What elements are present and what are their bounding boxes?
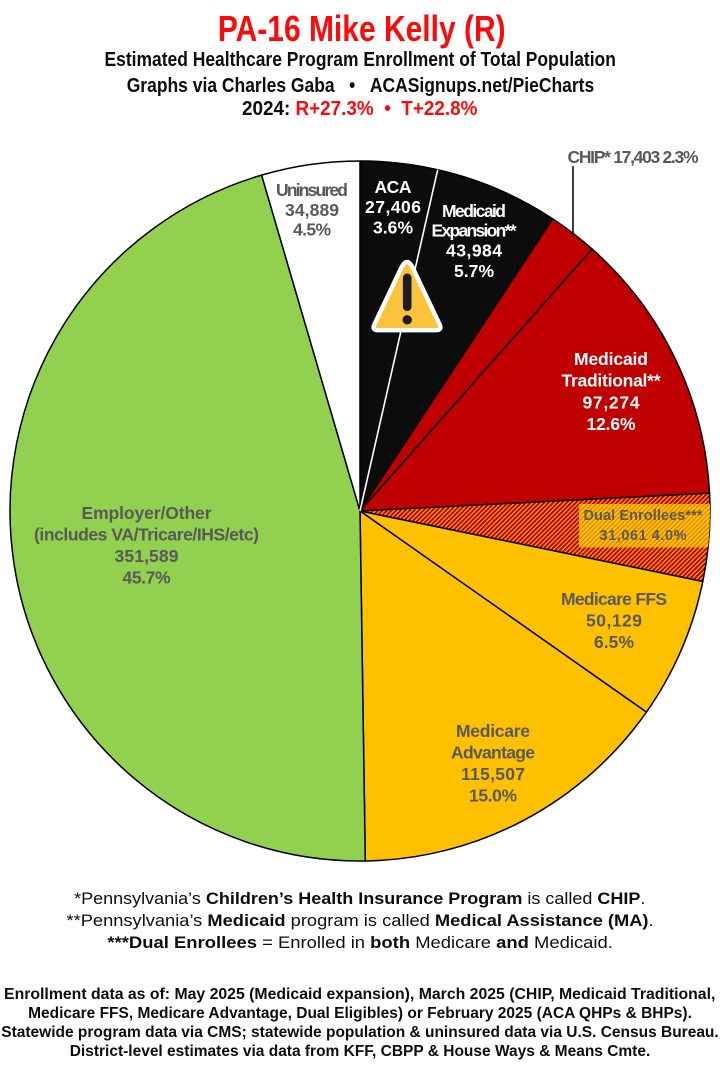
svg-text:Medicaid: Medicaid	[574, 349, 648, 369]
svg-text:34,889: 34,889	[285, 200, 339, 220]
svg-text:27,406: 27,406	[365, 197, 421, 217]
svg-text:(includes VA/Tricare/IHS/etc): (includes VA/Tricare/IHS/etc)	[34, 525, 259, 545]
svg-text:Traditional**: Traditional**	[562, 371, 661, 391]
svg-text:3.6%: 3.6%	[373, 218, 413, 238]
svg-text:31,061 4.0%: 31,061 4.0%	[600, 528, 687, 544]
svg-text:5.7%: 5.7%	[454, 261, 494, 281]
svg-text:Employer/Other: Employer/Other	[82, 503, 212, 523]
svg-text:45.7%: 45.7%	[123, 568, 171, 588]
svg-text:43,984: 43,984	[446, 241, 502, 261]
svg-text:50,129: 50,129	[586, 611, 642, 631]
svg-text:15.0%: 15.0%	[469, 786, 517, 806]
svg-text:6.5%: 6.5%	[594, 632, 634, 652]
svg-text:Dual Enrollees***: Dual Enrollees***	[584, 508, 703, 524]
svg-text:Expansion**: Expansion**	[432, 221, 517, 241]
svg-text:97,274: 97,274	[583, 393, 640, 413]
svg-text:Medicaid: Medicaid	[442, 201, 506, 221]
svg-text:12.6%: 12.6%	[587, 414, 636, 434]
svg-text:Medicare: Medicare	[456, 721, 530, 741]
svg-text:Uninsured: Uninsured	[276, 180, 348, 200]
svg-text:115,507: 115,507	[461, 764, 525, 784]
svg-text:ACA: ACA	[375, 177, 412, 197]
svg-text:Advantage: Advantage	[451, 743, 535, 763]
svg-text:CHIP* 17,403 2.3%: CHIP* 17,403 2.3%	[568, 147, 699, 167]
svg-text:4.5%: 4.5%	[293, 220, 331, 240]
svg-text:351,589: 351,589	[115, 546, 179, 566]
svg-text:Medicare FFS: Medicare FFS	[561, 589, 667, 609]
